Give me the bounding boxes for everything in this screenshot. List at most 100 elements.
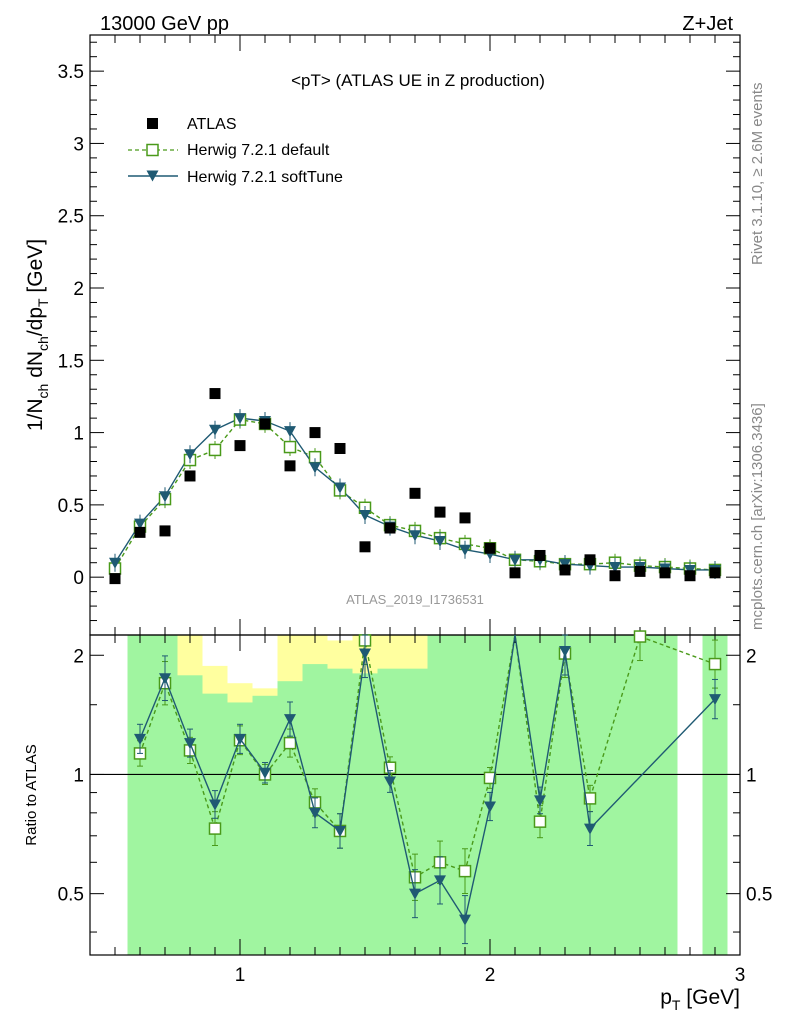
- atlas-point: [334, 442, 346, 454]
- legend-default-label: Herwig 7.2.1 default: [187, 142, 330, 159]
- ratio-series-layer: [133, 630, 722, 945]
- atlas-point: [584, 554, 596, 566]
- softtune-point: [509, 554, 521, 566]
- softtune-ratio-point: [209, 799, 221, 811]
- ratio-ytick-label: 2: [73, 646, 84, 667]
- header-right: Z+Jet: [682, 13, 733, 35]
- default-ratio-point: [458, 864, 472, 878]
- ratio-uncertainty-bands: [127, 635, 728, 955]
- main-series-layer: [108, 388, 722, 585]
- atlas-point: [384, 522, 396, 534]
- ratio-ytick-label-right: 1: [746, 765, 757, 786]
- green-band-bin: [552, 635, 578, 955]
- green-band-bin: [427, 635, 453, 955]
- softtune-ratio-point: [559, 646, 571, 658]
- legend-item-atlas: ATLAS: [147, 116, 237, 133]
- atlas-point: [659, 567, 671, 579]
- softtune-point: [459, 544, 471, 556]
- softtune-ratio-point: [234, 733, 246, 745]
- atlas-point: [409, 487, 421, 499]
- default-ratio-point: [583, 792, 597, 805]
- x-axis-label: pT [GeV]: [660, 986, 740, 1013]
- softtune-ratio-line: [139, 634, 716, 922]
- ratio-ytick-label: 0.5: [58, 885, 84, 906]
- legend-softtune-label: Herwig 7.2.1 softTune: [187, 169, 343, 186]
- softtune-ratio-point: [384, 776, 396, 788]
- atlas-point: [684, 570, 696, 582]
- softtune-point: [134, 518, 146, 530]
- atlas-point: [359, 541, 371, 553]
- atlas-point: [709, 567, 721, 579]
- legend-item-softtune: Herwig 7.2.1 softTune: [128, 169, 343, 186]
- mcplots-label: mcplots.cern.ch [arXiv:1306.3436]: [749, 403, 766, 630]
- default-ratio-point: [483, 771, 497, 785]
- main-ytick-label: 0: [73, 568, 84, 589]
- main-ytick-label: 3.5: [58, 62, 84, 83]
- atlas-point: [209, 388, 221, 400]
- softtune-point: [309, 462, 321, 474]
- atlas-point: [509, 567, 521, 579]
- default-ratio-point: [633, 630, 647, 643]
- softtune-point: [284, 426, 296, 438]
- default-ratio-point: [708, 657, 722, 671]
- default-ratio-point: [208, 822, 222, 835]
- legend-atlas-label: ATLAS: [187, 116, 237, 133]
- softtune-point: [209, 424, 221, 436]
- softtune-ratio-point: [159, 673, 171, 685]
- green-band-bin: [327, 668, 353, 955]
- legend-item-default: Herwig 7.2.1 default: [128, 142, 330, 159]
- legend-softtune-marker: [146, 170, 159, 182]
- green-band-bin: [352, 673, 378, 955]
- softtune-ratio-point: [309, 807, 321, 819]
- green-band-bin: [377, 668, 403, 955]
- softtune-point: [609, 562, 621, 574]
- softtune-ratio-point: [284, 714, 296, 726]
- atlas-point: [634, 565, 646, 577]
- softtune-ratio-point: [184, 738, 196, 750]
- softtune-point: [109, 557, 121, 569]
- softtune-ratio-point: [459, 914, 471, 926]
- default-ratio-point: [533, 815, 547, 828]
- atlas-point: [559, 564, 571, 576]
- main-ytick-label: 1.5: [58, 351, 84, 372]
- main-ytick-label: 1: [73, 424, 84, 445]
- main-ylabel: 1/Nch dNch/dpT [GeV]: [24, 239, 51, 431]
- band-gap: [677, 635, 703, 955]
- atlas-point: [459, 512, 471, 524]
- legend-default-marker: [146, 143, 159, 157]
- softtune-point: [359, 510, 371, 521]
- main-ytick-label: 0.5: [58, 496, 84, 517]
- analysis-id: ATLAS_2019_I1736531: [346, 592, 484, 607]
- ratio-ytick-label-right: 0.5: [746, 885, 772, 906]
- atlas-point: [259, 418, 271, 430]
- green-band-bin: [652, 635, 678, 955]
- rivet-label: Rivet 3.1.10, ≥ 2.6M events: [749, 83, 766, 266]
- atlas-point: [159, 525, 171, 537]
- green-band-bin: [252, 695, 278, 955]
- main-ytick-label: 2: [73, 279, 84, 300]
- softtune-ratio-point: [434, 875, 446, 887]
- softtune-ratio-point: [409, 888, 421, 900]
- softtune-point: [234, 413, 246, 425]
- atlas-point: [109, 573, 121, 585]
- green-band-bin: [127, 635, 153, 955]
- softtune-ratio-point: [484, 801, 496, 813]
- atlas-point: [234, 440, 246, 452]
- default-point: [283, 440, 297, 454]
- softtune-ratio-point: [134, 733, 146, 745]
- legend-atlas-marker: [147, 118, 158, 129]
- atlas-point: [134, 526, 146, 538]
- atlas-point: [434, 506, 446, 518]
- atlas-point: [184, 470, 196, 482]
- softtune-ratio-point: [584, 823, 596, 835]
- green-band-bin: [602, 635, 628, 955]
- green-band-bin: [177, 675, 203, 955]
- ratio-ylabel: Ratio to ATLAS: [23, 744, 40, 845]
- ratio-ytick-label: 1: [73, 765, 84, 786]
- xtick-label: 2: [485, 965, 496, 986]
- softtune-point: [159, 491, 171, 503]
- softtune-point: [334, 482, 346, 494]
- default-ratio-point: [283, 736, 297, 750]
- atlas-point: [284, 460, 296, 472]
